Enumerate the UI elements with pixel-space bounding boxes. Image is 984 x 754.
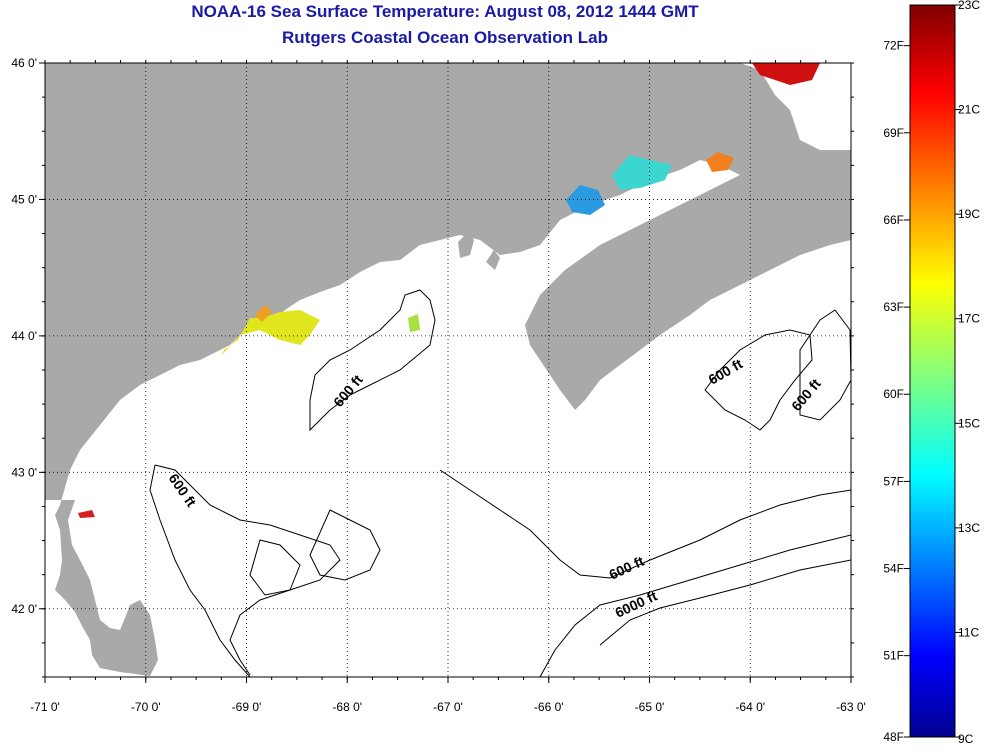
colorbar <box>909 4 956 738</box>
lon-tick-label: -67 0' <box>433 700 463 714</box>
sst-patch-penobscot-warm <box>255 305 272 322</box>
cb-label-f: 72F <box>883 39 904 53</box>
lat-tick-label: 45 0' <box>11 192 37 206</box>
land-grand-manan <box>458 232 474 258</box>
sst-patch-minas <box>706 152 734 172</box>
cb-label-c: 17C <box>958 312 980 326</box>
cb-label-f: 69F <box>883 126 904 140</box>
map-title: NOAA-16 Sea Surface Temperature: August … <box>191 2 699 21</box>
lon-tick-label: -64 0' <box>735 700 765 714</box>
cb-label-c: 23C <box>958 0 980 12</box>
sst-patch-blue <box>566 185 605 215</box>
depth-contours <box>149 289 851 677</box>
sst-patch-red-gulf <box>752 63 820 85</box>
cb-label-c: 13C <box>958 521 980 535</box>
sst-patch-penobscot <box>222 310 320 355</box>
cb-label-f: 48F <box>883 730 904 744</box>
cb-label-c: 9C <box>958 732 974 746</box>
sst-patch-green <box>408 314 420 332</box>
map-axes: -71 0' -70 0' -69 0' -68 0' -67 0' -66 0' -65 … <box>11 56 865 714</box>
lon-tick-label: -68 0' <box>332 700 362 714</box>
cb-label-c: 11C <box>958 625 979 639</box>
sst-patch-red-coast <box>78 510 95 518</box>
lat-tick-label: 46 0' <box>11 56 37 70</box>
map-subtitle: Rutgers Coastal Ocean Observation Lab <box>282 28 608 47</box>
lon-tick-label: -65 0' <box>635 700 665 714</box>
land-nova-scotia <box>525 158 851 410</box>
lat-tick-label: 42 0' <box>11 602 37 616</box>
lat-tick-label: 44 0' <box>11 329 37 343</box>
lat-tick-label: 43 0' <box>11 465 37 479</box>
cb-label-f: 54F <box>883 562 904 576</box>
colorbar-ticks: 23C 21C 19C 17C 15C 13C 11C 9C 72F 69F 66F 63F 60F 57… <box>883 0 980 746</box>
cb-label-f: 63F <box>883 300 904 314</box>
cb-label-c: 15C <box>958 416 980 430</box>
lon-tick-label: -70 0' <box>131 700 161 714</box>
cb-label-f: 66F <box>883 213 904 227</box>
cb-label-f: 57F <box>883 474 904 488</box>
lon-tick-label: -66 0' <box>534 700 564 714</box>
lon-tick-label: -71 0' <box>30 700 60 714</box>
land-islet <box>486 250 500 270</box>
land-mainland <box>45 63 851 676</box>
cb-label-f: 60F <box>883 387 904 401</box>
lon-tick-label: -69 0' <box>232 700 262 714</box>
cb-label-c: 21C <box>958 103 980 117</box>
sst-patch-cyan <box>612 155 672 190</box>
cb-label-f: 51F <box>883 649 904 663</box>
lon-tick-label: -63 0' <box>836 700 866 714</box>
cb-label-c: 19C <box>958 207 980 221</box>
